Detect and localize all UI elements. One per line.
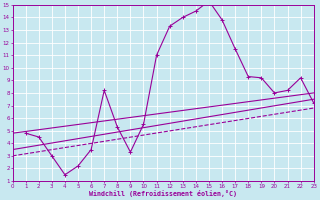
- X-axis label: Windchill (Refroidissement éolien,°C): Windchill (Refroidissement éolien,°C): [89, 190, 237, 197]
